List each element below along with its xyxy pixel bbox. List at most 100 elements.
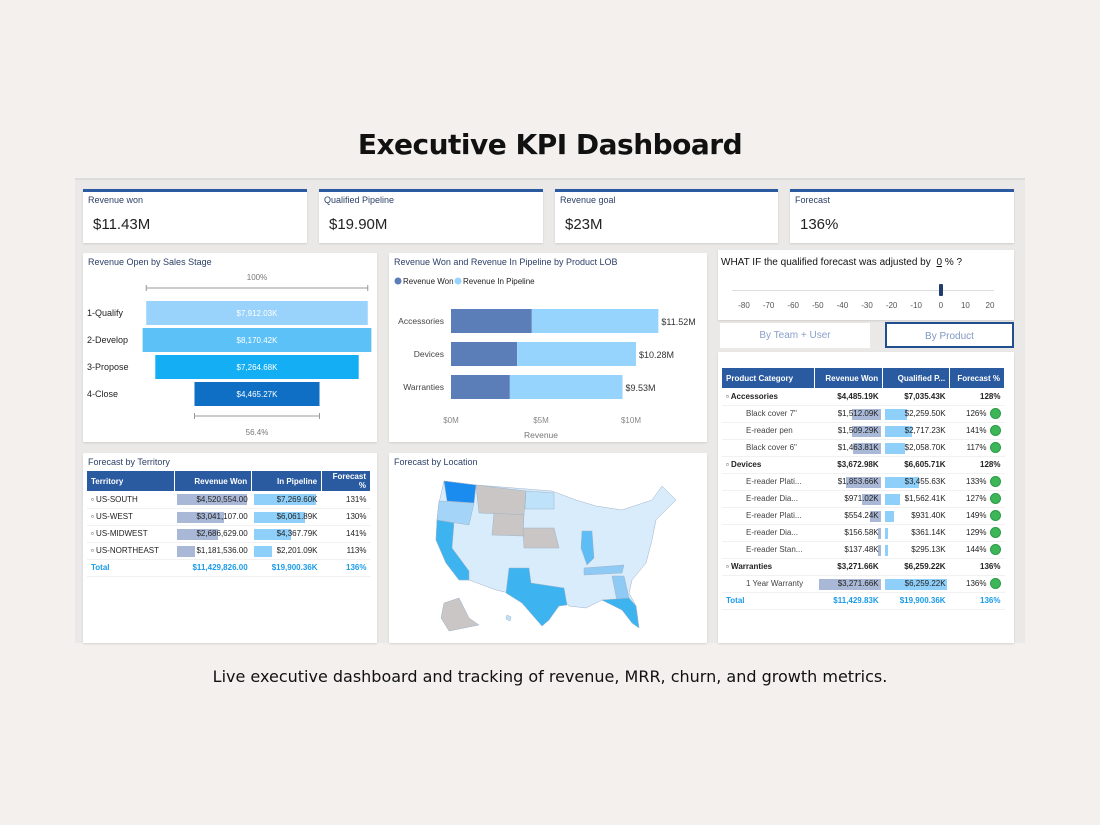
product-name: 1 Year Warranty (722, 575, 815, 593)
kpi-label: Revenue won (88, 195, 144, 205)
column-header[interactable]: Revenue Won (814, 368, 884, 388)
product-name: E-reader pen (722, 422, 815, 440)
in-pipeline: $4,367.79K (251, 525, 322, 543)
total-pipeline: $19,900.36K (251, 559, 322, 577)
won-data-bar (176, 511, 224, 523)
whatif-value-input[interactable]: 0 (936, 257, 943, 268)
forecast-percent: 141% (949, 422, 1005, 440)
product-row[interactable]: E-reader Stan... $137.48K $295.13K 144% (722, 541, 1005, 559)
pip-data-bar (253, 545, 273, 557)
by-product-button[interactable]: By Product (885, 322, 1014, 348)
pip-data-bar (884, 578, 947, 590)
product-name: E-reader Stan... (722, 541, 815, 559)
funnel-chart: 100% 1-Qualify $7,912.03K 2-Develop $8,170.4… (87, 273, 372, 437)
product-row[interactable]: Black cover 7" $1,512.09K $2,259.50K 126% (722, 405, 1005, 423)
column-header[interactable]: Revenue Won (174, 471, 253, 491)
table-row[interactable]: ▫ US-NORTHEAST $1,181,536.00 $2,201.09K 113… (87, 542, 371, 560)
total-row: Total $11,429,826.00 $19,900.36K 136% (87, 559, 371, 577)
whatif-slider-track[interactable] (732, 290, 994, 291)
us-map[interactable] (389, 453, 707, 643)
kpi-forecast: Forecast 136% (790, 189, 1014, 243)
slider-tick: -30 (861, 301, 873, 310)
status-green-icon (989, 544, 1001, 555)
whatif-card: WHAT IF the qualified forecast was adjus… (718, 250, 1014, 320)
product-row[interactable]: E-reader Dia... $156.58K $361.14K 129% (722, 524, 1005, 542)
product-row[interactable]: Black cover 6" $1,463.81K $2,058.70K 117% (722, 439, 1005, 457)
column-header[interactable]: Territory (87, 471, 176, 491)
kpi-label: Revenue goal (560, 195, 616, 205)
category-row[interactable]: ▫ Accessories $4,485.19K $7,035.43K 128% (722, 388, 1005, 406)
column-header[interactable]: Forecast % (949, 368, 1005, 388)
product-name: Black cover 7" (722, 405, 815, 423)
category-row[interactable]: ▫ Warranties $3,271.66K $6,259.22K 136% (722, 558, 1005, 576)
table-row[interactable]: ▫ US-SOUTH $4,520,554.00 $7,269.60K 131% (87, 491, 371, 509)
x-tick-label: $10M (621, 416, 641, 425)
column-header[interactable]: In Pipeline (251, 471, 323, 491)
product-row[interactable]: E-reader Dia... $971.02K $1,562.41K 127% (722, 490, 1005, 508)
table-row[interactable]: ▫ US-MIDWEST $2,686,629.00 $4,367.79K 141% (87, 525, 371, 543)
pip-data-bar (884, 544, 888, 556)
column-header[interactable]: Forecast % (321, 471, 371, 491)
qualified-pipeline: $2,717.23K (882, 422, 950, 440)
funnel-stage-label: 4-Close (87, 389, 118, 399)
status-green-icon (989, 408, 1001, 419)
legend-marker (394, 277, 402, 285)
qualified-pipeline: $295.13K (882, 541, 950, 559)
product-row[interactable]: E-reader pen $1,509.29K $2,717.23K 141% (722, 422, 1005, 440)
slider-tick: -10 (910, 301, 922, 310)
map-state-ca (435, 519, 470, 581)
slider-tick: -80 (738, 301, 750, 310)
product-row[interactable]: 1 Year Warranty $3,271.66K $6,259.22K 136% (722, 575, 1005, 593)
funnel-stage-label: 1-Qualify (87, 308, 124, 318)
pip-data-bar (884, 493, 901, 505)
in-pipeline: $7,269.60K (251, 491, 322, 509)
slider-tick: -20 (885, 301, 898, 310)
pip-data-bar (884, 476, 919, 488)
category-name: ▫ Devices (722, 456, 815, 474)
pip-data-bar (884, 442, 906, 454)
funnel-bar-value: $4,465.27K (237, 390, 279, 399)
qualified-pipeline: $2,058.70K (882, 439, 950, 457)
category-row[interactable]: ▫ Devices $3,672.98K $6,605.71K 128% (722, 456, 1005, 474)
bar-chart-title: Revenue Won and Revenue In Pipeline by P… (394, 257, 618, 267)
forecast-percent: 127% (949, 490, 1005, 508)
revenue-won: $1,512.09K (814, 405, 883, 423)
bar-revenue-in-pipeline (531, 309, 659, 333)
won-data-bar (870, 510, 881, 522)
bar-revenue-in-pipeline (517, 342, 637, 366)
product-name: E-reader Dia... (722, 524, 815, 542)
column-header[interactable]: Product Category (722, 368, 816, 388)
total-row: Total $11,429.83K $19,900.36K 136% (722, 592, 1005, 610)
won-data-bar (862, 493, 881, 505)
pip-data-bar (884, 510, 894, 522)
revenue-won: $3,041,107.00 (174, 508, 252, 526)
table-row[interactable]: ▫ US-WEST $3,041,107.00 $6,061.89K 130% (87, 508, 371, 526)
legend-label: Revenue In Pipeline (463, 277, 535, 286)
funnel-bar-3-Propose (155, 355, 359, 379)
revenue-won: $156.58K (814, 524, 883, 542)
territory-name: ▫ US-MIDWEST (87, 525, 175, 543)
product-table: Product Category Revenue Won Qualified P..… (722, 368, 1005, 610)
revenue-won: $3,672.98K (814, 456, 883, 474)
product-row[interactable]: E-reader Plati... $1,853.66K $3,455.63K 133… (722, 473, 1005, 491)
funnel-bar-2-Develop (142, 328, 372, 352)
product-row[interactable]: E-reader Plati... $554.24K $931.40K 149% (722, 507, 1005, 525)
product-table-card: Product Category Revenue Won Qualified P..… (718, 352, 1014, 643)
won-data-bar (176, 528, 219, 540)
whatif-slider-thumb[interactable] (938, 284, 943, 296)
forecast-percent: 131% (321, 491, 371, 509)
bar-chart: Revenue Won Revenue In Pipeline Accessorie… (394, 277, 696, 440)
x-tick-label: $5M (533, 416, 549, 425)
status-green-icon (989, 493, 1001, 504)
column-header[interactable]: Qualified P... (882, 368, 951, 388)
pip-data-bar (884, 425, 912, 437)
product-name: Black cover 6" (722, 439, 815, 457)
total-won: $11,429,826.00 (174, 559, 252, 577)
won-data-bar (877, 527, 881, 539)
by-team-user-button[interactable]: By Team + User (720, 323, 870, 348)
revenue-won: $1,463.81K (814, 439, 883, 457)
bar-revenue-won (451, 309, 532, 333)
territory-name: ▫ US-WEST (87, 508, 175, 526)
bar-total-label: $9.53M (626, 383, 656, 393)
qualified-pipeline: $6,259.22K (882, 558, 950, 576)
